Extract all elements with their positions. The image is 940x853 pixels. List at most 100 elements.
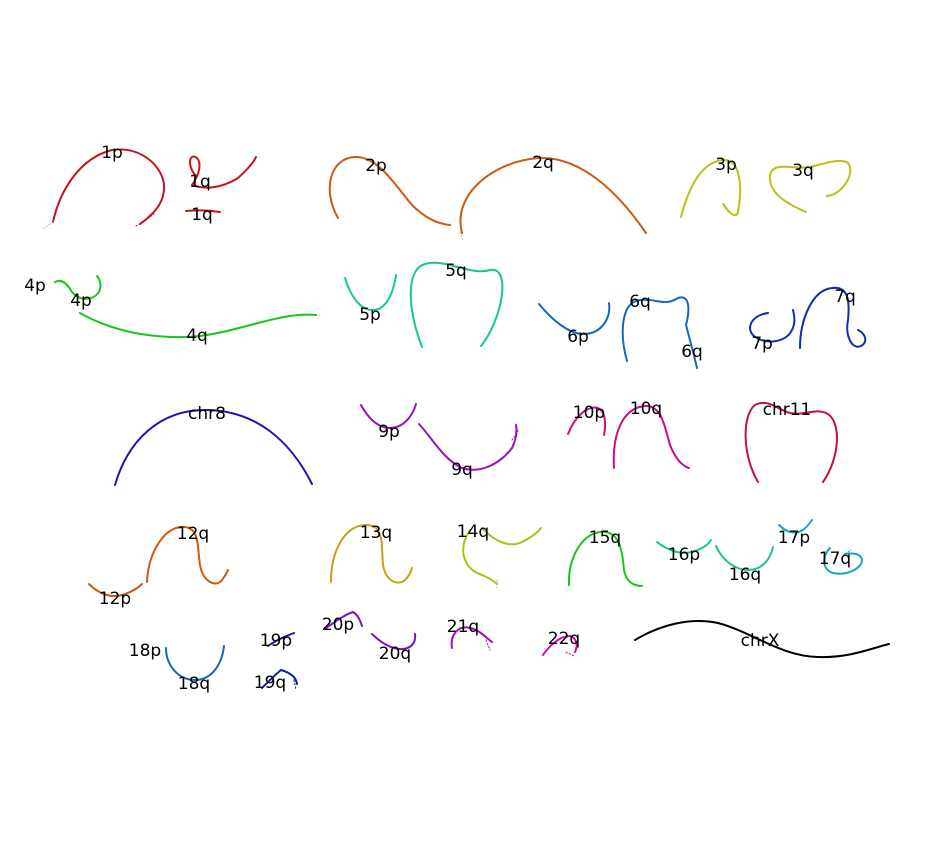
chr15-group: 15q xyxy=(567,528,643,587)
chr16-p-label: 16p xyxy=(668,545,700,565)
chr17-p-label: 17p xyxy=(778,528,810,548)
chr16-q-arm-curve xyxy=(715,545,774,571)
chr1-p-arm-curve xyxy=(52,148,166,225)
chr3-q-label: 3q xyxy=(792,161,814,181)
chr20-group: 20p 20q xyxy=(322,611,417,664)
chr19-q-arm-scatter xyxy=(293,679,297,691)
chr2-q-arm-curve xyxy=(459,156,647,234)
chr9-p-arm-curve xyxy=(360,403,417,429)
chr15-q-label: 15q xyxy=(589,528,621,548)
chr22-q-label: 22q xyxy=(548,629,580,649)
chr12-group: 12p 12q xyxy=(88,524,229,609)
chr16-p-arm-curve xyxy=(656,539,712,554)
chr9-q-arm-curve xyxy=(418,423,518,471)
chr14-q-label: 14q xyxy=(457,522,489,542)
chr20-q-arm-curve xyxy=(371,633,417,651)
chr19-p-label: 19p xyxy=(260,631,292,651)
chr17-p-arm-curve xyxy=(778,519,813,534)
chr2-group: 2p 2q xyxy=(328,153,647,241)
chr3-p-label: 3p xyxy=(715,155,737,175)
chr17-q-label: 17q xyxy=(819,549,851,569)
chr4-p-arm-curve xyxy=(54,275,102,300)
chr1-q-label-secondary: 1q xyxy=(191,205,213,225)
chr14-group: 14q xyxy=(457,522,542,589)
chr22-arm-scatter xyxy=(565,651,575,657)
chr1-p-arm-scatter xyxy=(135,213,155,227)
chr6-group: 6p 6q 6q xyxy=(538,292,703,369)
chr6-q-label: 6q xyxy=(629,292,651,312)
chr2-unplaced-tip xyxy=(459,231,464,241)
chr4-q-arm-curve xyxy=(79,312,317,339)
chr5-q-arm-curve xyxy=(409,261,504,348)
chr1-q-label: 1q xyxy=(189,172,211,192)
chr12-q-label: 12q xyxy=(177,524,209,544)
chr10-group: 10p 10q xyxy=(567,399,690,469)
chr11-arm-curve xyxy=(744,401,838,483)
chr11-group: chr11 xyxy=(744,400,838,483)
chr13-arm-curve xyxy=(330,523,413,584)
chr18-q-label: 18q xyxy=(178,674,210,694)
chr4-group: 4p 4p 4q xyxy=(24,275,317,346)
chr7-p-arm-curve xyxy=(749,309,796,343)
chr4-p-label-secondary: 4p xyxy=(70,291,92,311)
chr4-q-label: 4q xyxy=(186,326,208,346)
chr5-p-arm-curve xyxy=(344,274,397,312)
chr12-p-label: 12p xyxy=(99,589,131,609)
chr16-group: 16p 16q xyxy=(656,539,774,585)
chr1-p-label: 1p xyxy=(101,143,123,163)
chr16-q-label: 16q xyxy=(729,565,761,585)
chr1-q-arm-loop-curve xyxy=(189,155,257,189)
chr6-p-arm-curve xyxy=(538,302,611,336)
chr20-p-label: 20p xyxy=(322,615,354,635)
chr7-q-arm-curve xyxy=(799,286,867,349)
chr9-p-label: 9p xyxy=(378,422,400,442)
chr20-p-arm-curve xyxy=(325,611,363,629)
chr8-group: chr8 xyxy=(114,404,313,486)
chr1-q-arm-short-curve xyxy=(185,209,221,213)
chr17-q-arm-scatter xyxy=(844,549,852,555)
chr19-p-arm-curve xyxy=(267,632,295,647)
chr6-q-arm-curve xyxy=(621,296,698,369)
chr21-q-label: 21q xyxy=(447,617,479,637)
chr5-q-label: 5q xyxy=(445,261,467,281)
chr22-group: 22q xyxy=(542,629,580,657)
chr22-arm-curve xyxy=(542,635,578,656)
chrX-group: chrX xyxy=(634,620,890,659)
chr9-q-label: 9q xyxy=(451,460,473,480)
chr17-q-arm-curve xyxy=(823,547,863,575)
chr3-group: 3p 3q xyxy=(680,155,852,218)
chr18-group: 18p 18q xyxy=(129,641,225,694)
chr1-group: 1p 1q 1q xyxy=(42,143,257,230)
chr17-group: 17p 17q xyxy=(778,519,863,575)
chr6-p-label: 6p xyxy=(567,327,589,347)
chr18-arm-curve xyxy=(165,645,225,681)
chr12-p-arm-curve xyxy=(88,583,143,598)
chr13-group: 13q xyxy=(330,523,413,584)
chr13-q-label: 13q xyxy=(360,523,392,543)
chr10-p-arm-curve xyxy=(567,406,607,436)
chr3-q-arm-curve xyxy=(768,159,852,213)
chr19-group: 19p 19q xyxy=(254,631,298,693)
chr18-p-label: 18p xyxy=(129,641,161,661)
chr7-p-label: 7p xyxy=(751,334,773,354)
chr5-p-label: 5p xyxy=(359,305,381,325)
chr21-group: 21q xyxy=(447,617,493,651)
chr8-label: chr8 xyxy=(188,404,226,424)
chr4-p-label: 4p xyxy=(24,276,46,296)
chr11-label: chr11 xyxy=(763,400,812,420)
chr21-arm-curve xyxy=(450,626,493,649)
chr6-q-label-secondary: 6q xyxy=(681,342,703,362)
chr19-q-arm-curve xyxy=(261,669,298,689)
chrX-label: chrX xyxy=(741,631,780,651)
chr3-p-arm-curve xyxy=(680,158,742,218)
chr2-p-label: 2p xyxy=(365,156,387,176)
chr2-p-arm-curve xyxy=(328,155,451,226)
chr12-q-arm-curve xyxy=(146,525,229,585)
chrX-arm-curve xyxy=(634,620,890,659)
chr15-arm-curve xyxy=(567,530,643,587)
chr21-arm-scatter xyxy=(485,639,491,651)
chr5-group: 5p 5q xyxy=(344,261,504,348)
chr10-q-label: 10q xyxy=(630,399,662,419)
